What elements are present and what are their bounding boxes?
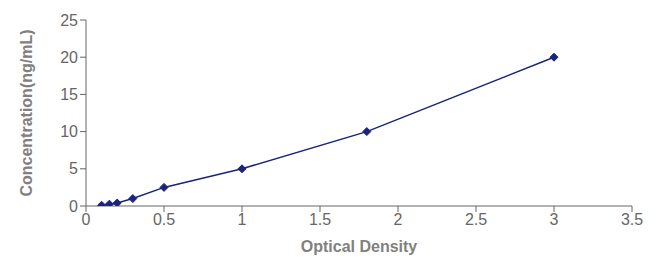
svg-text:0: 0: [82, 211, 91, 228]
svg-text:1.5: 1.5: [309, 211, 331, 228]
svg-text:10: 10: [60, 123, 78, 140]
svg-text:2: 2: [394, 211, 403, 228]
svg-text:3: 3: [550, 211, 559, 228]
svg-text:Concentration(ng/mL): Concentration(ng/mL): [18, 29, 35, 196]
svg-text:1: 1: [238, 211, 247, 228]
svg-text:2.5: 2.5: [465, 211, 487, 228]
svg-text:Optical Density: Optical Density: [301, 238, 418, 255]
svg-text:0: 0: [69, 198, 78, 215]
svg-text:20: 20: [60, 49, 78, 66]
svg-text:0.5: 0.5: [153, 211, 175, 228]
svg-text:15: 15: [60, 86, 78, 103]
svg-text:25: 25: [60, 12, 78, 29]
svg-text:5: 5: [69, 160, 78, 177]
svg-text:3.5: 3.5: [621, 211, 643, 228]
